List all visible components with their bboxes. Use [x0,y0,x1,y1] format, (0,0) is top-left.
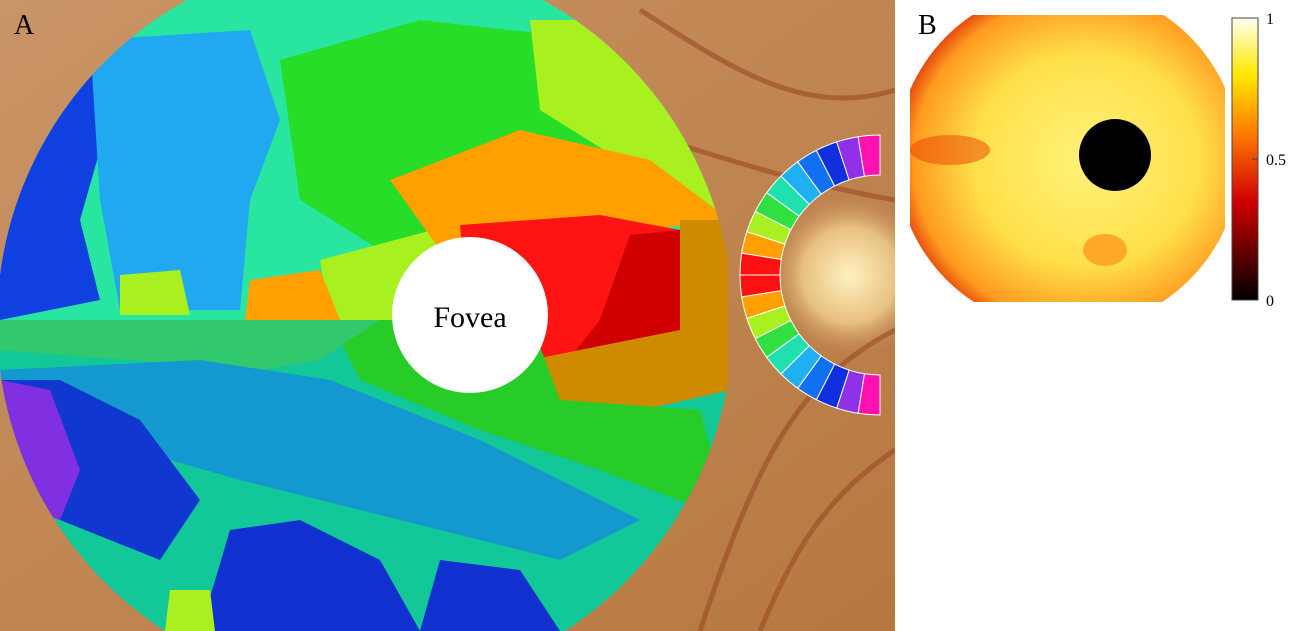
colorbar-tick-label: 0.5 [1266,152,1286,169]
panel-label: B [918,10,937,41]
panel-b-map [900,0,1240,320]
panel-label: A [14,10,35,41]
panel-a-map [0,0,730,631]
colorbar-tick-label: 1 [1266,11,1274,28]
figure: Fovea A B 0 0.5 1 [0,0,1293,631]
colorbar-tick-label: 0 [1266,293,1274,310]
fovea-label: Fovea [433,301,506,334]
